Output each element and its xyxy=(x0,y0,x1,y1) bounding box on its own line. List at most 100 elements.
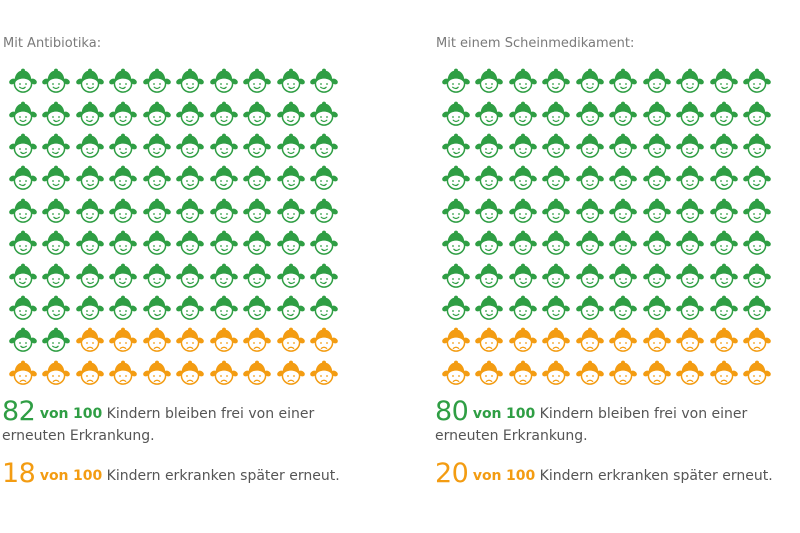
smiling-child-face-icon xyxy=(707,228,741,260)
smiling-child-face-icon xyxy=(107,228,141,260)
smiling-child-face-icon xyxy=(741,98,775,130)
healthy-total: 100 xyxy=(72,406,103,422)
smiling-child-face-icon xyxy=(73,131,107,163)
smiling-child-face-icon xyxy=(274,293,308,325)
smiling-child-face-icon xyxy=(573,196,607,228)
smiling-child-face-icon xyxy=(473,131,507,163)
smiling-child-face-icon xyxy=(6,325,40,357)
smiling-child-face-icon xyxy=(73,98,107,130)
healthy-total: 100 xyxy=(505,406,536,422)
smiling-child-face-icon xyxy=(506,163,540,195)
smiling-child-face-icon xyxy=(40,98,74,130)
smiling-child-face-icon xyxy=(274,196,308,228)
sad-child-face-icon xyxy=(308,325,342,357)
healthy-text: Kindern bleiben frei von einer xyxy=(102,406,315,422)
smiling-child-face-icon xyxy=(308,228,342,260)
smiling-child-face-icon xyxy=(674,228,708,260)
sad-child-face-icon xyxy=(707,325,741,357)
smiling-child-face-icon xyxy=(674,196,708,228)
smiling-child-face-icon xyxy=(439,196,473,228)
smiling-child-face-icon xyxy=(741,163,775,195)
smiling-child-face-icon xyxy=(707,163,741,195)
smiling-child-face-icon xyxy=(40,131,74,163)
smiling-child-face-icon xyxy=(573,131,607,163)
smiling-child-face-icon xyxy=(439,98,473,130)
smiling-child-face-icon xyxy=(140,228,174,260)
sad-child-face-icon xyxy=(473,358,507,390)
smiling-child-face-icon xyxy=(6,228,40,260)
smiling-child-face-icon xyxy=(73,228,107,260)
smiling-child-face-icon xyxy=(573,66,607,98)
panel-antibiotics: Mit Antibiotika: 82 von 100 Kindern blei… xyxy=(0,0,370,533)
smiling-child-face-icon xyxy=(308,98,342,130)
smiling-child-face-icon xyxy=(674,131,708,163)
smiling-child-face-icon xyxy=(640,66,674,98)
smiling-child-face-icon xyxy=(607,260,641,292)
smiling-child-face-icon xyxy=(640,228,674,260)
smiling-child-face-icon xyxy=(674,66,708,98)
smiling-child-face-icon xyxy=(174,228,208,260)
sad-child-face-icon xyxy=(741,358,775,390)
smiling-child-face-icon xyxy=(140,293,174,325)
smiling-child-face-icon xyxy=(607,131,641,163)
smiling-child-face-icon xyxy=(741,260,775,292)
sad-child-face-icon xyxy=(241,325,275,357)
smiling-child-face-icon xyxy=(207,196,241,228)
healthy-text-line2: erneuten Erkrankung. xyxy=(2,428,155,444)
smiling-child-face-icon xyxy=(107,196,141,228)
smiling-child-face-icon xyxy=(573,260,607,292)
smiling-child-face-icon xyxy=(6,196,40,228)
smiling-child-face-icon xyxy=(6,98,40,130)
smiling-child-face-icon xyxy=(540,228,574,260)
smiling-child-face-icon xyxy=(207,228,241,260)
sad-child-face-icon xyxy=(140,358,174,390)
sad-child-face-icon xyxy=(40,358,74,390)
smiling-child-face-icon xyxy=(607,66,641,98)
smiling-child-face-icon xyxy=(40,228,74,260)
sad-child-face-icon xyxy=(308,358,342,390)
smiling-child-face-icon xyxy=(506,66,540,98)
smiling-child-face-icon xyxy=(573,293,607,325)
healthy-von: von xyxy=(472,406,502,422)
child-icon-grid xyxy=(6,66,341,390)
smiling-child-face-icon xyxy=(174,66,208,98)
healthy-statement: 82 von 100 Kindern bleiben frei von eine… xyxy=(2,398,315,426)
healthy-statement: 80 von 100 Kindern bleiben frei von eine… xyxy=(435,398,747,426)
smiling-child-face-icon xyxy=(308,66,342,98)
sad-child-face-icon xyxy=(107,358,141,390)
sad-child-face-icon xyxy=(607,325,641,357)
sick-text: Kindern erkranken später erneut. xyxy=(102,468,340,484)
smiling-child-face-icon xyxy=(640,98,674,130)
smiling-child-face-icon xyxy=(140,196,174,228)
healthy-number: 82 xyxy=(2,396,36,427)
smiling-child-face-icon xyxy=(107,66,141,98)
sad-child-face-icon xyxy=(741,325,775,357)
smiling-child-face-icon xyxy=(640,131,674,163)
smiling-child-face-icon xyxy=(40,163,74,195)
smiling-child-face-icon xyxy=(741,66,775,98)
smiling-child-face-icon xyxy=(207,163,241,195)
smiling-child-face-icon xyxy=(241,293,275,325)
sad-child-face-icon xyxy=(674,358,708,390)
sad-child-face-icon xyxy=(107,325,141,357)
smiling-child-face-icon xyxy=(241,228,275,260)
smiling-child-face-icon xyxy=(439,228,473,260)
sad-child-face-icon xyxy=(73,358,107,390)
sick-text: Kindern erkranken später erneut. xyxy=(535,468,773,484)
smiling-child-face-icon xyxy=(308,293,342,325)
sick-number: 20 xyxy=(435,458,469,489)
smiling-child-face-icon xyxy=(107,163,141,195)
smiling-child-face-icon xyxy=(439,66,473,98)
sad-child-face-icon xyxy=(607,358,641,390)
smiling-child-face-icon xyxy=(674,260,708,292)
smiling-child-face-icon xyxy=(107,98,141,130)
smiling-child-face-icon xyxy=(640,196,674,228)
smiling-child-face-icon xyxy=(473,98,507,130)
sad-child-face-icon xyxy=(573,325,607,357)
sad-child-face-icon xyxy=(207,325,241,357)
smiling-child-face-icon xyxy=(741,196,775,228)
sad-child-face-icon xyxy=(241,358,275,390)
smiling-child-face-icon xyxy=(573,228,607,260)
sad-child-face-icon xyxy=(573,358,607,390)
smiling-child-face-icon xyxy=(241,163,275,195)
